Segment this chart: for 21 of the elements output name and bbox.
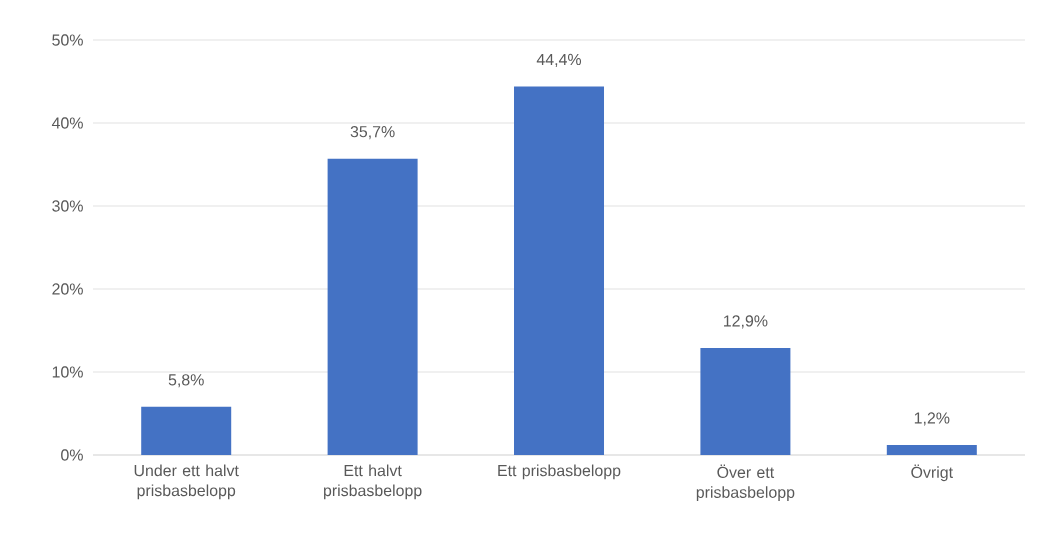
bar [327,158,418,455]
data-label: 12,9% [724,315,768,329]
data-label: 1,2% [914,412,950,426]
data-label: 44,4% [536,53,582,67]
x-tick-label: Under ett halvt prisbasbelopp [134,464,239,500]
bar [886,445,977,455]
data-label: 5,8% [168,374,204,388]
x-tick-label: Ett halvt prisbasbelopp [324,464,422,500]
bar [514,86,605,455]
y-tick-label: 10% [52,366,83,378]
data-label: 35,7% [350,126,395,140]
x-tick-label: Övrigt [911,464,953,482]
y-tick-label: 20% [52,283,83,295]
y-tick-label: 30% [52,200,83,212]
y-tick-label: 50% [52,34,83,46]
bar [141,406,232,455]
x-tick-label: Över ett prisbasbelopp [696,464,795,502]
bar [700,347,791,455]
y-tick-label: 40% [51,117,83,129]
y-tick-label: 0% [61,449,83,461]
x-tick-label: Ett prisbasbelopp [498,464,621,480]
